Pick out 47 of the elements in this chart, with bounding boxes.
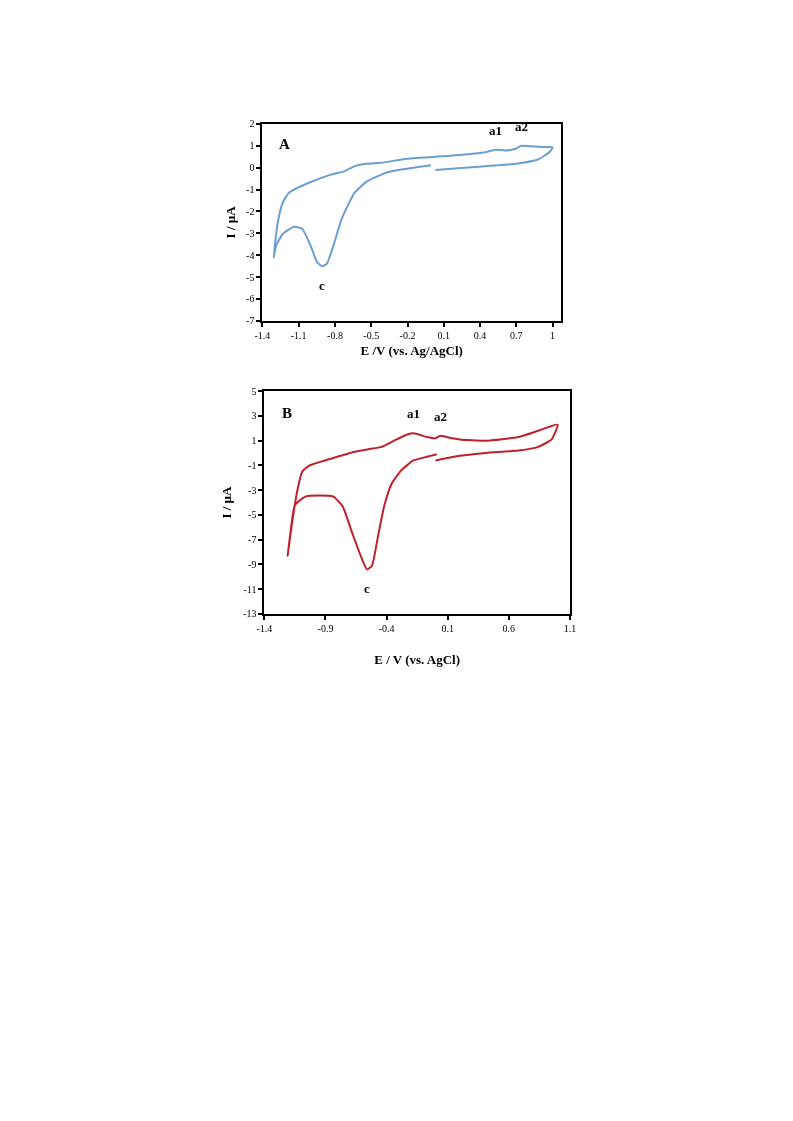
x-axis-title: E /V (vs. Ag/AgCl) — [360, 342, 463, 358]
x-tick-label: 0.7 — [510, 329, 523, 341]
x-tick-label: 0.1 — [441, 622, 454, 634]
y-tick-label: -6 — [246, 293, 255, 305]
annotation: c — [319, 278, 325, 293]
y-tick-label: 1 — [251, 435, 257, 447]
y-axis-title: I / µA — [222, 205, 238, 239]
x-axis-title: E / V (vs. AgCl) — [374, 652, 461, 668]
y-tick-label: -3 — [248, 484, 257, 496]
y-tick-label: -11 — [243, 583, 257, 595]
y-tick-label: 3 — [251, 410, 257, 422]
x-tick-label: -0.9 — [317, 622, 334, 634]
y-tick-label: -5 — [246, 271, 255, 283]
y-tick-label: 2 — [249, 118, 255, 130]
y-tick-label: 5 — [251, 385, 257, 397]
x-tick-label: -1.4 — [254, 329, 271, 341]
x-tick-label: -0.2 — [399, 329, 416, 341]
x-tick-label: 0.1 — [437, 329, 451, 341]
annotation: a1 — [489, 123, 502, 138]
line-series — [286, 423, 559, 571]
x-tick-label: -1.4 — [256, 622, 273, 634]
x-tick-label: 0.4 — [473, 329, 487, 341]
text: B — [282, 405, 293, 421]
y-tick-label: -7 — [248, 534, 257, 546]
x-tick-label: 1.1 — [563, 622, 577, 634]
x-tick-label: -0.8 — [327, 329, 343, 341]
y-tick-label: 0 — [249, 162, 255, 174]
y-tick-label: 1 — [249, 140, 255, 152]
y-tick-label: -9 — [248, 558, 257, 570]
text: A — [279, 136, 290, 152]
annotation: c — [364, 581, 370, 596]
x-tick-label: -0.4 — [378, 622, 395, 634]
annotation: a1 — [407, 406, 420, 421]
y-tick-label: -1 — [246, 184, 255, 195]
y-tick-label: -1 — [248, 459, 257, 471]
y-tick-label: -7 — [246, 315, 255, 327]
y-tick-label: -4 — [246, 249, 255, 261]
y-axis-title: I / µA — [219, 485, 235, 519]
y-tick-label: -3 — [246, 227, 255, 239]
annotation: a2 — [434, 409, 447, 424]
x-tick-label: -1.1 — [290, 329, 307, 341]
y-tick-label: -2 — [246, 205, 255, 217]
x-tick-label: -0.5 — [363, 329, 380, 341]
y-tick-label: -13 — [243, 608, 257, 620]
x-tick-label: 0.6 — [502, 622, 516, 634]
x-tick-label: 1 — [550, 329, 556, 341]
y-tick-label: -5 — [248, 509, 257, 521]
